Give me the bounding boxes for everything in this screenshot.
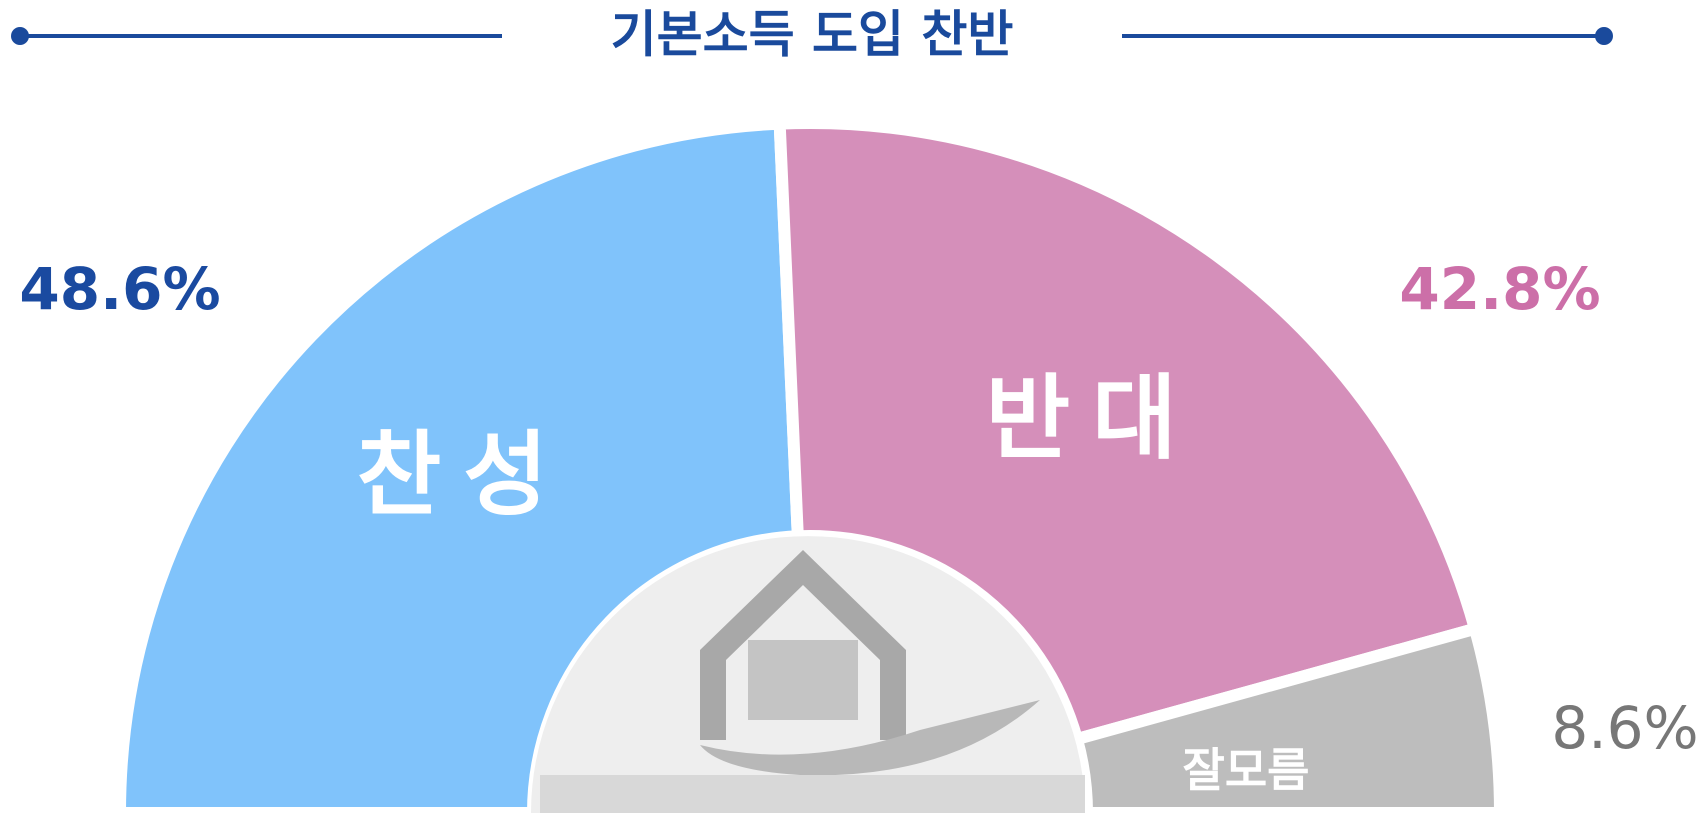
category-label: 찬성 — [357, 422, 570, 529]
chart-title: 기본소득 도입 찬반 — [611, 6, 1014, 64]
title-decoration — [11, 27, 1613, 45]
labels: 찬성 48.6% 반대 42.8% 잘모름 8.6% — [19, 255, 1698, 797]
value-label: 48.6% — [19, 255, 220, 323]
slice — [773, 117, 1483, 747]
value-label: 42.8% — [1399, 255, 1600, 323]
category-label: 반대 — [985, 365, 1198, 472]
value-label: 8.6% — [1551, 694, 1698, 762]
category-label: 잘모름 — [1183, 743, 1310, 797]
center-illustration — [531, 536, 1085, 813]
